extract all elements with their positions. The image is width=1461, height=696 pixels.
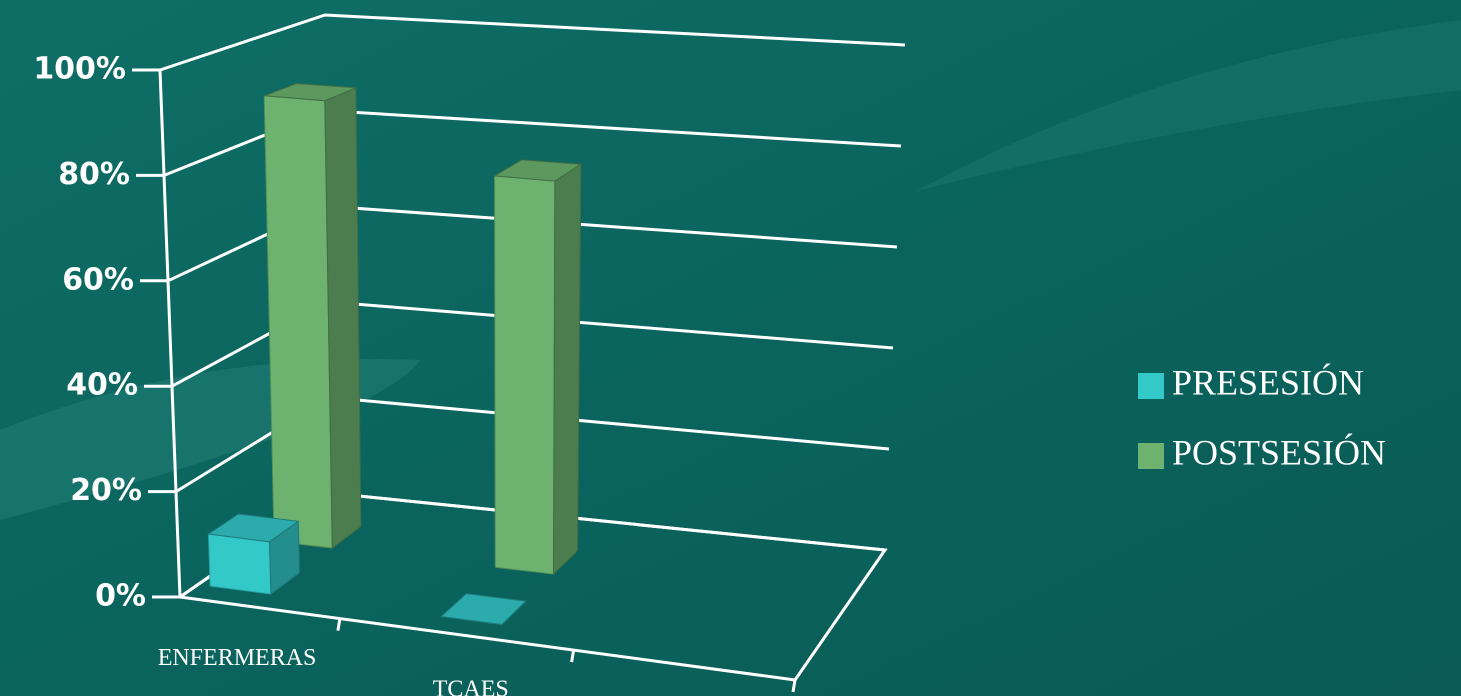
- bar-front: [263, 95, 333, 549]
- y-tick-label: 80%: [58, 157, 130, 192]
- plot-area: 0% 20% 40% 60% 80% 100% ENFERMERAS TCAES: [33, 13, 906, 696]
- bar-top: [493, 159, 583, 182]
- bar-top: [264, 82, 357, 102]
- y-tick-label: 40%: [66, 368, 138, 403]
- y-tick-label: 0%: [95, 579, 146, 614]
- x-tick-label: ENFERMERAS: [158, 645, 317, 671]
- x-tick: [791, 679, 797, 693]
- bar-top: [439, 593, 527, 626]
- legend-label: PRESESIÓN: [1172, 362, 1364, 402]
- legend-swatch: [1138, 443, 1164, 469]
- bar-side: [552, 163, 582, 576]
- x-tick: [336, 618, 342, 631]
- bar-front: [494, 175, 556, 575]
- legend-swatch: [1138, 373, 1164, 399]
- legend-label: POSTSESIÓN: [1172, 432, 1386, 472]
- grid-line: [159, 13, 906, 72]
- x-tick: [570, 649, 576, 663]
- background-decor: [900, 20, 1461, 200]
- bar-front: [207, 533, 272, 595]
- y-axis: [158, 69, 182, 598]
- y-tick-label: 60%: [62, 262, 134, 297]
- legend: PRESESIÓN POSTSESIÓN: [1138, 362, 1386, 472]
- x-tick-label: TCAES: [433, 676, 509, 696]
- bar-top: [207, 513, 300, 543]
- y-tick-label: 100%: [33, 52, 126, 87]
- y-tick-label: 20%: [70, 473, 142, 508]
